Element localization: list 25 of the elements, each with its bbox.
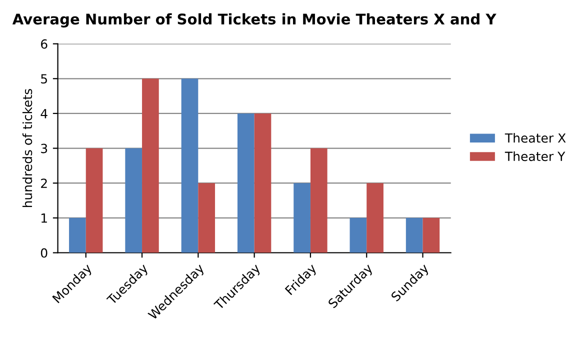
bar <box>406 218 423 253</box>
bar <box>181 78 198 253</box>
bar <box>125 148 142 253</box>
y-tick-label: 6 <box>41 39 48 49</box>
bar <box>310 148 328 253</box>
y-tick-label: 0 <box>40 248 48 258</box>
legend-label: Theater X <box>504 133 566 143</box>
y-tick-label: 1 <box>42 214 47 223</box>
y-axis-title: hundreds of tickets <box>22 88 32 208</box>
bar <box>350 218 367 253</box>
bar <box>254 113 272 253</box>
bar <box>366 183 384 253</box>
legend-label: Theater Y <box>504 151 566 162</box>
bar <box>142 78 159 253</box>
bar <box>69 218 86 253</box>
y-tick-label: 4 <box>40 109 48 118</box>
y-tick-label: 2 <box>41 178 47 188</box>
bar <box>237 113 254 253</box>
bar <box>294 183 310 253</box>
y-tick-label: 5 <box>41 74 47 84</box>
bar <box>198 183 216 253</box>
chart-title: Average Number of Sold Tickets in Movie Theaters X and Y <box>12 13 496 28</box>
y-tick-label: 3 <box>41 144 48 154</box>
bar <box>86 148 103 253</box>
bar <box>422 218 440 253</box>
